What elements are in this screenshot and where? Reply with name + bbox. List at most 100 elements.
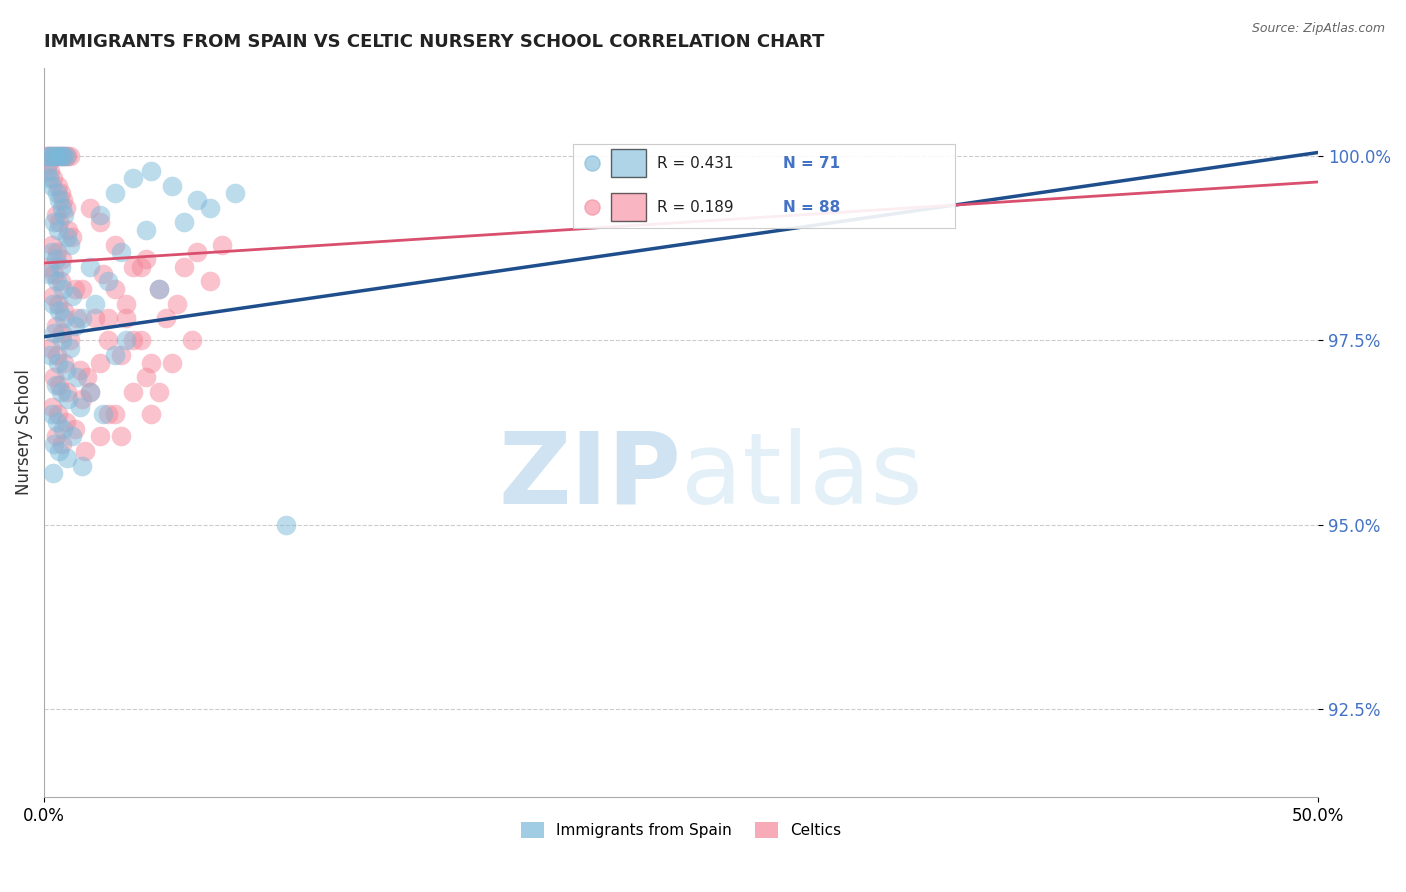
Point (55, 201, 77, 215)
Point (122, 171, 145, 186)
Point (129, 334, 152, 348)
Point (49, 149, 72, 163)
Text: ZIP: ZIP (498, 428, 681, 524)
Point (44, 149, 66, 163)
Point (58, 223, 80, 237)
Point (180, 334, 202, 348)
Point (186, 194, 208, 208)
Point (53, 355, 76, 369)
Point (129, 260, 152, 274)
Point (45, 244, 67, 259)
Point (58, 392, 80, 407)
Point (42, 289, 65, 303)
Point (122, 260, 145, 274)
Point (46, 296, 69, 310)
Point (45, 318, 67, 333)
Point (89, 355, 111, 369)
Point (45, 208, 67, 222)
Point (56, 451, 79, 466)
Point (79, 384, 101, 399)
Point (114, 311, 136, 326)
Point (38, 260, 60, 274)
Point (53, 311, 76, 326)
Point (48, 149, 70, 163)
Point (58, 341, 80, 355)
Point (51, 436, 73, 450)
Point (56, 230, 79, 244)
Point (148, 282, 170, 296)
Point (38, 171, 60, 186)
Point (104, 237, 127, 252)
Y-axis label: Nursery School: Nursery School (15, 369, 32, 495)
Point (89, 208, 111, 222)
Point (55, 363, 77, 377)
Text: IMMIGRANTS FROM SPAIN VS CELTIC NURSERY SCHOOL CORRELATION CHART: IMMIGRANTS FROM SPAIN VS CELTIC NURSERY … (44, 33, 824, 51)
Legend: Immigrants from Spain, Celtics: Immigrants from Spain, Celtics (515, 816, 848, 845)
Point (45, 186, 67, 200)
Point (72, 458, 94, 473)
Point (97, 407, 120, 421)
Point (45, 149, 67, 163)
Point (160, 355, 183, 369)
Point (48, 215, 70, 229)
Point (91, 267, 114, 281)
Point (122, 334, 145, 348)
Point (53, 208, 76, 222)
Point (224, 186, 246, 200)
Point (41, 400, 63, 414)
Point (198, 275, 221, 289)
Point (46, 355, 69, 369)
Point (49, 275, 72, 289)
Point (211, 237, 233, 252)
Point (39, 348, 62, 362)
Point (56, 384, 79, 399)
Point (104, 348, 127, 362)
Point (72, 392, 94, 407)
Point (63, 318, 86, 333)
Point (89, 215, 111, 229)
Point (89, 429, 111, 443)
Point (46, 407, 69, 421)
Point (63, 422, 86, 436)
Point (155, 311, 177, 326)
Point (110, 244, 132, 259)
Point (66, 311, 89, 326)
Point (41, 237, 63, 252)
Point (45, 252, 67, 267)
Point (166, 296, 188, 310)
Point (72, 311, 94, 326)
Point (45, 348, 67, 362)
Point (39, 164, 62, 178)
Text: atlas: atlas (681, 428, 922, 524)
Point (38, 149, 60, 163)
Point (76, 370, 98, 384)
Point (48, 304, 70, 318)
Point (45, 275, 67, 289)
Point (44, 326, 66, 340)
Point (69, 400, 91, 414)
Point (37, 156, 59, 170)
Point (51, 334, 73, 348)
Point (63, 282, 86, 296)
Point (41, 407, 63, 421)
Point (135, 370, 157, 384)
Point (45, 415, 67, 429)
Point (46, 149, 69, 163)
Point (49, 260, 72, 274)
Point (173, 215, 195, 229)
Point (97, 275, 120, 289)
Point (60, 289, 83, 303)
Point (73, 444, 96, 458)
Point (42, 296, 65, 310)
Point (72, 282, 94, 296)
Point (114, 296, 136, 310)
Point (79, 260, 101, 274)
Point (139, 164, 162, 178)
Point (42, 149, 65, 163)
Point (58, 237, 80, 252)
Point (160, 178, 183, 193)
Point (135, 252, 157, 267)
Point (276, 517, 298, 532)
Point (60, 429, 83, 443)
Point (52, 282, 75, 296)
